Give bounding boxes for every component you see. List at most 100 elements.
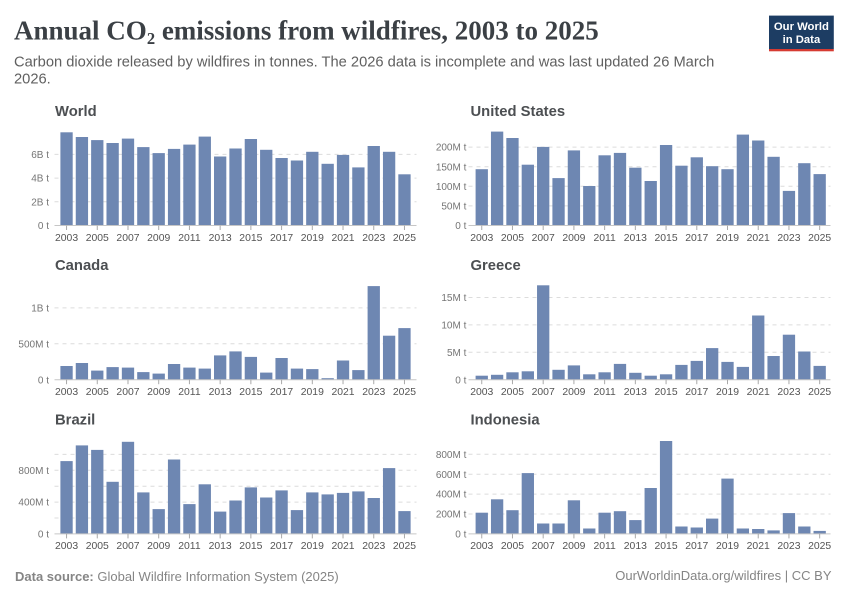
svg-text:2023: 2023	[362, 541, 385, 552]
svg-text:2013: 2013	[209, 233, 232, 244]
svg-text:2003: 2003	[470, 541, 493, 552]
svg-text:2015: 2015	[239, 233, 262, 244]
svg-text:2013: 2013	[624, 387, 647, 398]
svg-text:2003: 2003	[55, 233, 78, 244]
svg-text:0 t: 0 t	[455, 530, 466, 541]
svg-text:800M t: 800M t	[436, 450, 467, 461]
svg-text:2021: 2021	[747, 387, 770, 398]
svg-text:Data source: Global Wildfire I: Data source: Global Wildfire Information…	[15, 569, 339, 584]
svg-text:2009: 2009	[147, 541, 170, 552]
svg-text:2011: 2011	[593, 541, 616, 552]
svg-text:2021: 2021	[331, 387, 354, 398]
svg-text:2019: 2019	[301, 541, 324, 552]
svg-text:2009: 2009	[562, 541, 585, 552]
svg-text:2023: 2023	[362, 387, 385, 398]
svg-text:2019: 2019	[301, 387, 324, 398]
svg-text:Indonesia: Indonesia	[471, 412, 541, 428]
svg-text:2021: 2021	[331, 233, 354, 244]
svg-text:500M t: 500M t	[18, 339, 49, 350]
svg-text:2009: 2009	[147, 233, 170, 244]
svg-text:200M t: 200M t	[436, 510, 467, 521]
svg-text:2017: 2017	[270, 541, 293, 552]
svg-text:2007: 2007	[532, 387, 555, 398]
svg-text:2017: 2017	[685, 541, 708, 552]
svg-text:2011: 2011	[178, 541, 201, 552]
svg-text:2005: 2005	[86, 233, 109, 244]
svg-text:2017: 2017	[685, 387, 708, 398]
svg-text:50M t: 50M t	[441, 202, 466, 213]
svg-text:OurWorldinData.org/wildfires |: OurWorldinData.org/wildfires | CC BY	[615, 568, 832, 583]
svg-text:2019: 2019	[301, 233, 324, 244]
svg-text:800M t: 800M t	[18, 466, 49, 477]
svg-text:2025: 2025	[808, 387, 831, 398]
svg-text:2021: 2021	[747, 541, 770, 552]
svg-text:2003: 2003	[470, 387, 493, 398]
svg-text:Greece: Greece	[471, 258, 521, 274]
svg-text:2007: 2007	[532, 541, 555, 552]
svg-text:2017: 2017	[270, 387, 293, 398]
svg-text:2007: 2007	[116, 387, 139, 398]
svg-text:2007: 2007	[532, 233, 555, 244]
svg-text:2009: 2009	[562, 233, 585, 244]
svg-text:0 t: 0 t	[455, 221, 466, 232]
svg-text:2005: 2005	[501, 387, 524, 398]
svg-text:Carbon dioxide released by wil: Carbon dioxide released by wildfires in …	[14, 54, 714, 70]
svg-text:Annual CO2 emissions from wild: Annual CO2 emissions from wildfires, 200…	[14, 16, 599, 49]
svg-text:2005: 2005	[86, 387, 109, 398]
svg-text:0 t: 0 t	[38, 530, 49, 541]
svg-text:2025: 2025	[808, 541, 831, 552]
svg-text:2013: 2013	[209, 541, 232, 552]
svg-text:600M t: 600M t	[436, 470, 467, 481]
svg-text:15M t: 15M t	[441, 293, 466, 304]
svg-text:2017: 2017	[270, 233, 293, 244]
svg-text:2025: 2025	[393, 233, 416, 244]
svg-text:150M t: 150M t	[436, 162, 467, 173]
svg-text:2B t: 2B t	[31, 197, 49, 208]
svg-text:2023: 2023	[777, 387, 800, 398]
svg-text:2013: 2013	[624, 233, 647, 244]
svg-text:2005: 2005	[86, 541, 109, 552]
svg-text:2025: 2025	[808, 233, 831, 244]
svg-text:2025: 2025	[393, 541, 416, 552]
svg-text:2017: 2017	[685, 233, 708, 244]
svg-text:Brazil: Brazil	[55, 412, 95, 428]
svg-text:400M t: 400M t	[18, 498, 49, 509]
svg-text:0 t: 0 t	[38, 221, 49, 232]
svg-text:100M t: 100M t	[436, 182, 467, 193]
svg-text:2005: 2005	[501, 541, 524, 552]
svg-text:in Data: in Data	[783, 34, 821, 46]
svg-text:2015: 2015	[655, 387, 678, 398]
svg-text:2023: 2023	[777, 541, 800, 552]
svg-text:2013: 2013	[624, 541, 647, 552]
svg-text:2011: 2011	[178, 233, 201, 244]
svg-text:2003: 2003	[470, 233, 493, 244]
svg-text:400M t: 400M t	[436, 490, 467, 501]
svg-text:2007: 2007	[116, 233, 139, 244]
svg-text:6B t: 6B t	[31, 150, 49, 161]
svg-text:2023: 2023	[362, 233, 385, 244]
svg-text:2007: 2007	[116, 541, 139, 552]
svg-text:2015: 2015	[655, 233, 678, 244]
svg-text:2011: 2011	[593, 387, 616, 398]
svg-text:2025: 2025	[393, 387, 416, 398]
svg-text:2021: 2021	[331, 541, 354, 552]
svg-text:2009: 2009	[562, 387, 585, 398]
svg-text:2023: 2023	[777, 233, 800, 244]
svg-text:2015: 2015	[239, 387, 262, 398]
svg-text:2015: 2015	[655, 541, 678, 552]
svg-text:0 t: 0 t	[455, 375, 466, 386]
svg-text:0 t: 0 t	[38, 375, 49, 386]
svg-text:4B t: 4B t	[31, 174, 49, 185]
svg-text:2026.: 2026.	[14, 72, 51, 88]
svg-text:2019: 2019	[716, 387, 739, 398]
svg-text:5M t: 5M t	[447, 348, 467, 359]
svg-text:World: World	[55, 104, 97, 120]
svg-text:2011: 2011	[178, 387, 201, 398]
svg-text:10M t: 10M t	[441, 321, 466, 332]
svg-text:2009: 2009	[147, 387, 170, 398]
svg-text:2019: 2019	[716, 541, 739, 552]
svg-text:2011: 2011	[593, 233, 616, 244]
svg-text:2021: 2021	[747, 233, 770, 244]
svg-text:2005: 2005	[501, 233, 524, 244]
svg-text:2003: 2003	[55, 541, 78, 552]
